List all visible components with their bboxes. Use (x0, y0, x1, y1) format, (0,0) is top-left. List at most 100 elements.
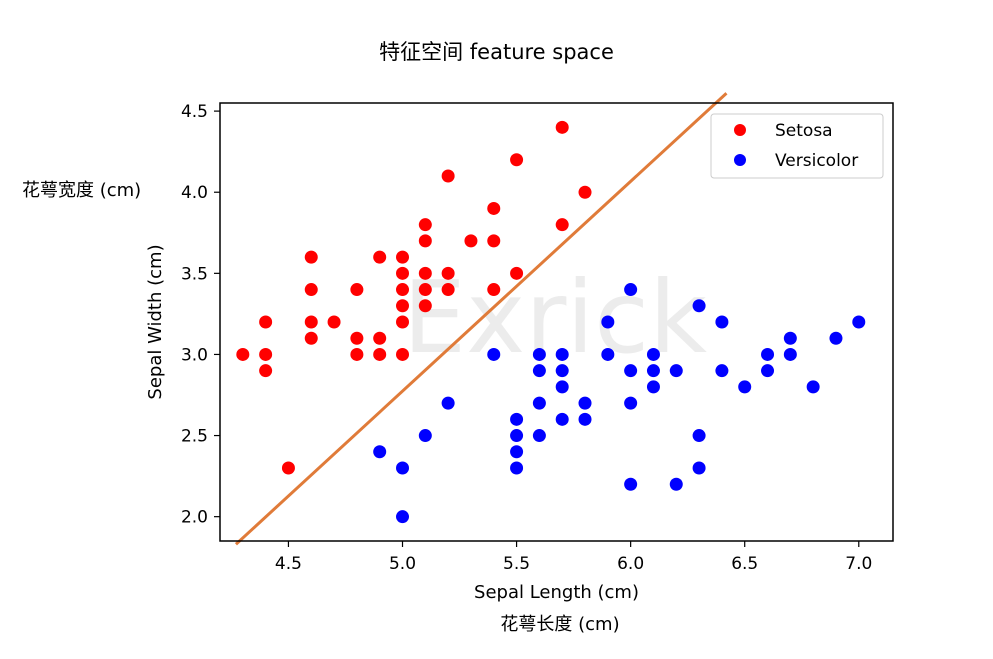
versicolor-point (532, 364, 546, 378)
setosa-point (327, 315, 341, 329)
versicolor-point (715, 364, 729, 378)
legend: Setosa Versicolor (710, 113, 884, 179)
versicolor-point (692, 429, 706, 443)
setosa-point (396, 283, 410, 297)
setosa-point (464, 234, 478, 248)
decision-boundary-line (234, 92, 728, 546)
setosa-point (350, 347, 364, 361)
y-tick-label: 4.0 (181, 183, 208, 203)
versicolor-point (532, 347, 546, 361)
x-tick-label: 6.0 (617, 554, 644, 574)
versicolor-point (555, 412, 569, 426)
x-ticks: 4.5 5.0 5.5 6.0 6.5 7.0 (275, 541, 872, 574)
versicolor-point (692, 299, 706, 313)
legend-label-setosa: Setosa (775, 121, 833, 141)
versicolor-point (441, 396, 455, 410)
setosa-point (373, 331, 387, 345)
versicolor-point (555, 347, 569, 361)
x-tick-label: 7.0 (845, 554, 872, 574)
versicolor-point (761, 347, 775, 361)
setosa-point (396, 250, 410, 264)
setosa-point (373, 250, 387, 264)
setosa-point (396, 315, 410, 329)
plot-frame (219, 102, 894, 542)
versicolor-point (396, 461, 410, 475)
x-tick-label: 6.5 (731, 554, 758, 574)
legend-marker-versicolor (734, 154, 746, 166)
y-tick-label: 4.5 (181, 102, 208, 122)
versicolor-point (761, 364, 775, 378)
setosa-point (236, 347, 250, 361)
versicolor-point (692, 461, 706, 475)
setosa-point (441, 169, 455, 183)
points-layer (236, 120, 866, 524)
setosa-point (578, 185, 592, 199)
y-axis-label: Sepal Width (cm) (145, 244, 166, 399)
x-axis-label: Sepal Length (cm) (474, 582, 639, 603)
versicolor-point (601, 347, 615, 361)
setosa-point (418, 283, 432, 297)
versicolor-point (532, 396, 546, 410)
legend-label-versicolor: Versicolor (775, 151, 858, 171)
setosa-point (441, 283, 455, 297)
y-tick-label: 3.0 (181, 345, 208, 365)
setosa-point (304, 331, 318, 345)
setosa-point (487, 201, 501, 215)
x-tick-label: 4.5 (275, 554, 302, 574)
versicolor-point (624, 396, 638, 410)
setosa-point (350, 331, 364, 345)
versicolor-point (510, 412, 524, 426)
setosa-point (487, 283, 501, 297)
versicolor-point (624, 283, 638, 297)
setosa-point (418, 218, 432, 232)
versicolor-point (852, 315, 866, 329)
y-tick-label: 3.5 (181, 264, 208, 284)
chart-title: 特征空间 feature space (379, 40, 614, 64)
setosa-point (259, 347, 273, 361)
versicolor-point (578, 412, 592, 426)
setosa-point (510, 266, 524, 280)
versicolor-point (373, 445, 387, 459)
y-axis-label-chinese: 花萼宽度 (cm) (22, 180, 142, 201)
versicolor-point (510, 445, 524, 459)
setosa-point (396, 266, 410, 280)
setosa-point (281, 461, 295, 475)
setosa-point (555, 218, 569, 232)
versicolor-point (829, 331, 843, 345)
setosa-point (350, 283, 364, 297)
setosa-point (441, 266, 455, 280)
versicolor-point (646, 364, 660, 378)
versicolor-point (624, 364, 638, 378)
versicolor-point (669, 364, 683, 378)
setosa-point (487, 234, 501, 248)
setosa-point (510, 153, 524, 167)
setosa-point (418, 266, 432, 280)
setosa-point (396, 299, 410, 313)
versicolor-point (783, 347, 797, 361)
setosa-point (418, 234, 432, 248)
versicolor-point (646, 347, 660, 361)
setosa-point (555, 120, 569, 134)
versicolor-point (601, 315, 615, 329)
versicolor-point (578, 396, 592, 410)
setosa-point (418, 299, 432, 313)
versicolor-point (783, 331, 797, 345)
versicolor-point (806, 380, 820, 394)
setosa-point (373, 347, 387, 361)
legend-marker-setosa (734, 124, 746, 136)
versicolor-point (669, 477, 683, 491)
versicolor-point (487, 347, 501, 361)
x-tick-label: 5.0 (389, 554, 416, 574)
setosa-point (304, 250, 318, 264)
versicolor-point (715, 315, 729, 329)
legend-box (710, 113, 884, 179)
versicolor-point (738, 380, 752, 394)
setosa-point (304, 283, 318, 297)
y-tick-label: 2.5 (181, 427, 208, 447)
setosa-point (304, 315, 318, 329)
y-tick-label: 2.0 (181, 508, 208, 528)
versicolor-point (418, 429, 432, 443)
versicolor-point (532, 429, 546, 443)
